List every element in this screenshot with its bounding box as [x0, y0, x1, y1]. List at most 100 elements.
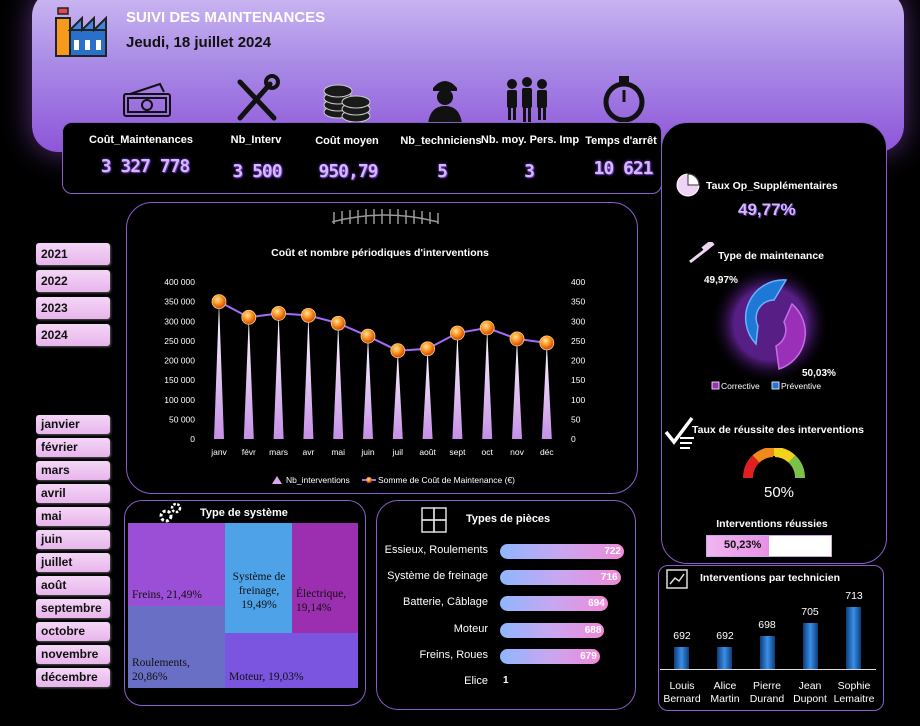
chart-panel: [126, 202, 638, 494]
supp-value: 49,77%: [738, 200, 796, 219]
kpi-label-persons: Nb. moy. Pers. Imp: [480, 134, 580, 146]
tech-name: Jean Dupont: [793, 680, 827, 705]
month-button-decembre[interactable]: décembre: [36, 668, 110, 687]
tech-bar: [717, 647, 732, 669]
left-axis-tick: 0: [190, 434, 195, 444]
treemap-cell-roulements: Roulements, 20,86%: [128, 606, 225, 688]
x-axis-label: oct: [482, 447, 494, 457]
cost-point: [539, 335, 555, 351]
legend-preventive: Préventive: [781, 381, 821, 391]
year-button-2024[interactable]: 2024: [36, 324, 110, 346]
month-button-aout[interactable]: août: [36, 576, 110, 595]
month-button-avril[interactable]: avril: [36, 484, 110, 503]
month-button-juillet[interactable]: juillet: [36, 553, 110, 572]
left-axis-tick: 150 000: [164, 375, 195, 385]
year-button-2023[interactable]: 2023: [36, 297, 110, 319]
x-axis-label: sept: [449, 447, 466, 457]
tech-name: Sophie Lemaitre: [833, 680, 875, 705]
piece-bar: 688: [500, 623, 605, 638]
pieces-title: Types de pièces: [466, 513, 551, 525]
year-button-2021[interactable]: 2021: [36, 243, 110, 265]
piece-value: 694: [588, 598, 605, 609]
month-button-fevrier[interactable]: février: [36, 438, 110, 457]
coins-icon: [323, 84, 371, 123]
left-axis-tick: 250 000: [164, 336, 195, 346]
x-axis-label: nov: [510, 447, 524, 457]
top-decoration: [331, 209, 439, 224]
kpi-label-interventions: Nb_Interv: [230, 134, 282, 146]
page-title: SUIVI DES MAINTENANCES: [126, 9, 326, 26]
success-bar-track: 50,23%: [706, 535, 832, 557]
kpi-value-cost: 3 327 778: [100, 156, 191, 177]
cost-point: [449, 325, 465, 341]
tech-bar-value: 705: [801, 606, 819, 618]
interventions-spike: [541, 342, 552, 439]
maint-type-donut: 49,97% 50,03% Corrective Préventive: [704, 264, 836, 391]
x-axis-label: mars: [269, 447, 288, 457]
piece-value: 1: [503, 675, 509, 686]
donut-slice-preventive: [744, 279, 788, 346]
x-axis-label: avr: [302, 447, 314, 457]
right-axis-tick: 50: [571, 414, 581, 424]
x-axis-label: juin: [360, 447, 375, 457]
piece-value: 716: [600, 572, 618, 583]
interventions-spike: [482, 327, 493, 439]
piece-value: 679: [580, 651, 597, 662]
month-button-juin[interactable]: juin: [36, 530, 110, 549]
left-axis-tick: 300 000: [164, 316, 195, 326]
left-axis-tick: 200 000: [164, 356, 195, 366]
year-button-2022[interactable]: 2022: [36, 270, 110, 292]
cost-point: [330, 315, 346, 331]
tech-bar: [846, 607, 861, 669]
piece-value: 688: [584, 625, 602, 636]
piece-bar: 722: [500, 544, 624, 559]
puzzle-icon: [421, 507, 447, 533]
month-button-novembre[interactable]: novembre: [36, 645, 110, 664]
tech-name: Alice Martin: [710, 680, 740, 705]
cost-point: [360, 328, 376, 344]
tech-bar: [760, 636, 775, 669]
tools-icon: [237, 74, 280, 121]
kpi-label-technicians: Nb_techniciens: [400, 135, 482, 147]
donut-label-preventive: 49,97%: [704, 275, 738, 286]
gauge-value: 50%: [763, 484, 795, 501]
cost-point: [509, 331, 525, 347]
piece-bar: 716: [500, 570, 621, 585]
x-axis-label: août: [419, 447, 436, 457]
success-bar-fill: [707, 536, 770, 556]
interventions-spike: [422, 348, 433, 439]
cost-point: [479, 320, 495, 336]
success-bar-value: 50,23%: [724, 539, 762, 551]
maint-type-title: Type de maintenance: [718, 250, 825, 262]
treemap-cell-freins: Freins, 21,49%: [128, 523, 225, 606]
month-button-janvier[interactable]: janvier: [36, 415, 110, 434]
month-button-septembre[interactable]: septembre: [36, 599, 110, 618]
tech-bar: [803, 623, 818, 669]
interventions-spike: [452, 333, 463, 439]
success-gauge: [743, 448, 805, 479]
interventions-spike: [303, 315, 314, 439]
cost-point: [390, 343, 406, 359]
pie-chart-icon: [676, 173, 700, 197]
system-type-title: Type de système: [200, 507, 288, 519]
legend-corrective: Corrective: [721, 381, 760, 391]
tech-bar-value: 692: [716, 630, 734, 642]
cost-point: [241, 309, 257, 325]
tech-bar-value: 692: [673, 630, 691, 642]
piece-bar: 679: [500, 649, 600, 664]
report-icon: [666, 569, 688, 589]
month-button-octobre[interactable]: octobre: [36, 622, 110, 641]
piece-label: Moteur: [453, 623, 488, 635]
right-axis-tick: 350: [571, 297, 585, 307]
kpi-value-persons: 3: [524, 161, 535, 182]
kpi-value-technicians: 5: [437, 161, 448, 182]
month-button-mai[interactable]: mai: [36, 507, 110, 526]
kpi-label-cost: Coût_Maintenances: [89, 134, 193, 146]
interventions-spike: [512, 338, 522, 439]
cost-point: [300, 307, 316, 323]
tech-bar: [674, 647, 689, 669]
right-axis-tick: 0: [571, 434, 576, 444]
treemap-cell-systeme-freinage: Système de freinage, 19,49%: [225, 523, 292, 633]
month-button-mars[interactable]: mars: [36, 461, 110, 480]
left-axis-tick: 350 000: [164, 297, 195, 307]
